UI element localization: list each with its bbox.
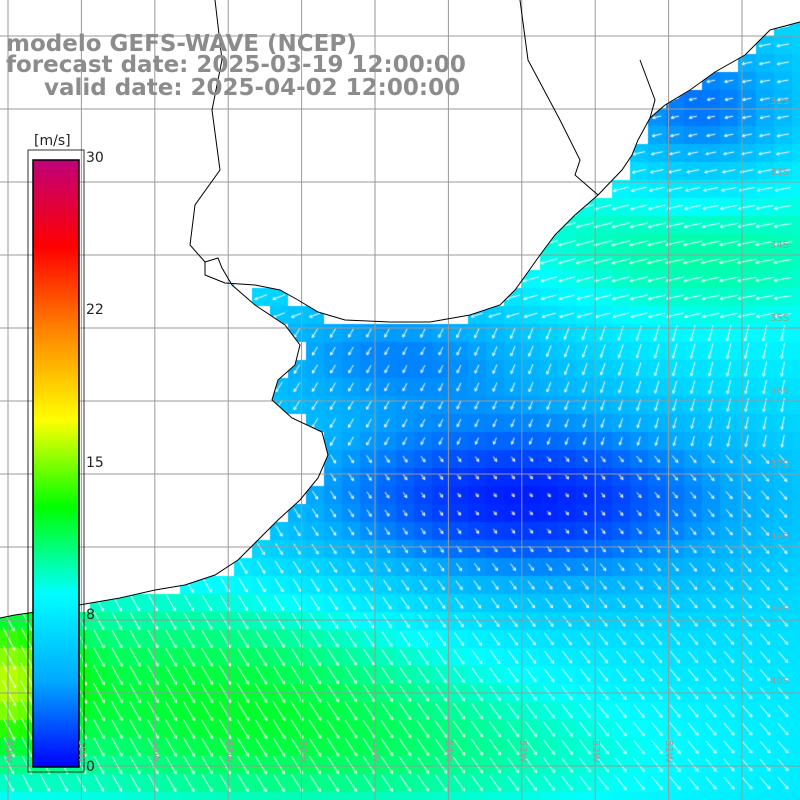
- forecast-date: forecast date: 2025-03-19 12:00:00: [6, 52, 466, 78]
- lon-label: 60W: [3, 740, 14, 763]
- lon-label: 59W: [76, 740, 87, 763]
- colorbar-tick: 0: [86, 759, 95, 775]
- lat-label: 34S: [770, 240, 790, 251]
- colorbar-tick: 8: [86, 607, 95, 623]
- lon-label: 54W: [443, 740, 454, 763]
- lon-label: 53W: [517, 740, 528, 763]
- colorbar: [32, 159, 80, 768]
- border-line: [189, 0, 223, 263]
- colorbar-tick: 15: [86, 455, 104, 471]
- colorbar-frame: [27, 149, 85, 773]
- valid-date: valid date: 2025-04-02 12:00:00: [44, 75, 461, 101]
- model-title: modelo GEFS-WAVE (NCEP): [6, 31, 357, 57]
- lat-label: 38S: [770, 532, 790, 543]
- colorbar-unit: [m/s]: [34, 133, 71, 149]
- lat-label: 32S: [770, 96, 790, 107]
- lat-label: 40S: [770, 676, 790, 687]
- lon-label: 57W: [223, 740, 234, 763]
- lon-label: 51W: [663, 740, 674, 763]
- lon-label: 55W: [370, 740, 381, 763]
- border-line: [519, 0, 599, 196]
- colorbar-tick: 22: [86, 302, 104, 318]
- lat-label: 37S: [770, 459, 790, 470]
- border-line: [639, 59, 656, 119]
- lat-label: 33S: [770, 167, 790, 178]
- lon-label: 56W: [297, 740, 308, 763]
- lon-label: 58W: [150, 740, 161, 763]
- coastline: [0, 21, 800, 619]
- lon-label: 52W: [590, 740, 601, 763]
- lat-label: 39S: [770, 604, 790, 615]
- lat-label: 35S: [770, 313, 790, 324]
- colorbar-tick: 30: [86, 150, 104, 166]
- lat-label: 36S: [770, 386, 790, 397]
